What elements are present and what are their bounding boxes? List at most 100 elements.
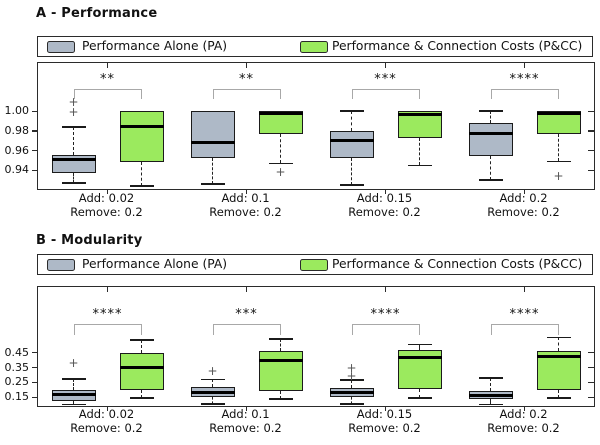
significance-stars: ** — [239, 72, 254, 87]
y-tick-label: 0.25 — [4, 375, 30, 389]
x-tick — [245, 406, 248, 411]
x-axis-labels: Add: 0.02 Remove: 0.2 Add: 0.1 Remove: 0.2 A… — [37, 407, 593, 435]
pcc-legend-label: Performance & Connection Costs (P&CC) — [332, 39, 583, 53]
outlier-marker: + — [553, 169, 564, 184]
y-tick — [588, 381, 594, 383]
significance-bracket — [351, 324, 420, 335]
median-line — [190, 391, 235, 395]
x-tick — [245, 287, 248, 292]
significance-bracket — [490, 324, 559, 335]
y-tick — [32, 366, 38, 369]
median-line — [329, 391, 374, 395]
upper-whisker — [350, 111, 352, 131]
median-line — [258, 358, 303, 362]
x-tick — [523, 287, 526, 292]
upper-whisker — [350, 379, 352, 389]
lower-whisker — [279, 133, 281, 164]
lower-whisker-cap — [407, 164, 432, 167]
boxplot-box-pcc — [119, 352, 164, 390]
median-line — [329, 139, 374, 143]
lower-whisker — [140, 162, 142, 187]
outlier-marker: + — [68, 356, 79, 371]
lower-whisker-cap — [129, 396, 154, 399]
x-group-label: Add: 0.15 Remove: 0.2 — [315, 191, 454, 219]
x-label-line1: Add: 0.1 — [221, 407, 270, 421]
x-label-line2: Remove: 0.2 — [348, 205, 421, 219]
x-tick — [384, 287, 387, 292]
y-tick — [32, 381, 38, 383]
median-line — [119, 125, 164, 129]
y-tick — [32, 169, 38, 171]
x-tick — [106, 406, 109, 411]
upper-whisker — [72, 126, 74, 155]
y-tick-label: 0.35 — [4, 360, 30, 374]
x-label-line1: Add: 0.1 — [221, 191, 270, 205]
significance-bracket — [212, 89, 281, 99]
y-tick-label: 0.15 — [4, 390, 30, 404]
lower-whisker-cap — [478, 179, 503, 181]
lower-whisker-cap — [339, 402, 364, 405]
lower-whisker-cap — [339, 184, 364, 186]
x-label-line1: Add: 0.15 — [356, 407, 413, 421]
x-tick — [384, 63, 387, 68]
y-tick-label: 0.98 — [4, 123, 30, 137]
median-line — [51, 392, 96, 396]
significance-bracket — [73, 89, 142, 99]
median-line — [190, 141, 235, 145]
lower-whisker — [279, 390, 281, 400]
x-tick — [245, 189, 248, 194]
x-tick — [106, 189, 109, 194]
x-group-label: Add: 0.02 Remove: 0.2 — [37, 407, 176, 435]
median-line — [258, 111, 303, 115]
significance-bracket — [73, 324, 142, 335]
x-group-label: Add: 0.15 Remove: 0.2 — [315, 407, 454, 435]
y-tick — [32, 150, 38, 152]
outlier-marker: + — [275, 165, 286, 180]
outlier-marker: + — [346, 369, 357, 384]
significance-bracket — [351, 89, 420, 99]
plot-area-modularity: 0.45 0.35 0.25 0.15 + **** + *** + + **** **** — [5, 286, 595, 411]
x-tick — [106, 63, 109, 68]
x-tick — [523, 189, 526, 194]
median-line — [119, 366, 164, 370]
upper-whisker — [279, 339, 281, 351]
pcc-legend-label: Performance & Connection Costs (P&CC) — [332, 257, 583, 271]
plot-area-performance: 1.00 0.98 0.96 0.94 + + ** + ** *** + **** — [5, 62, 595, 194]
lower-whisker — [489, 399, 491, 405]
lower-whisker — [350, 157, 352, 186]
panel-performance: A - Performance Performance Alone (PA) P… — [5, 6, 595, 219]
pa-legend-label: Performance Alone (PA) — [82, 39, 228, 53]
y-tick — [588, 110, 594, 112]
pcc-legend-swatch — [300, 259, 328, 271]
significance-stars: *** — [235, 307, 258, 322]
x-label-line2: Remove: 0.2 — [70, 205, 143, 219]
boxplot-box-pcc — [258, 350, 303, 391]
median-line — [397, 112, 442, 116]
y-tick-label: 1.00 — [4, 104, 30, 118]
upper-whisker-cap — [268, 338, 293, 340]
y-tick-label: 0.45 — [4, 345, 30, 359]
upper-whisker — [72, 378, 74, 390]
boxplot-box-pcc — [119, 111, 164, 163]
y-tick-label: 0.96 — [4, 143, 30, 157]
outlier-marker: + — [346, 361, 357, 376]
lower-whisker — [557, 390, 559, 398]
significance-stars: *** — [374, 72, 397, 87]
x-tick — [523, 406, 526, 411]
median-line — [536, 111, 581, 115]
lower-whisker-cap — [200, 183, 225, 185]
legend: Performance Alone (PA) Performance & Con… — [37, 36, 593, 57]
lower-whisker — [489, 155, 491, 181]
upper-whisker-cap — [407, 343, 432, 346]
x-label-line1: Add: 0.15 — [356, 191, 413, 205]
lower-whisker-cap — [129, 185, 154, 187]
boxplot-box-pa — [190, 111, 235, 158]
x-label-line2: Remove: 0.2 — [348, 421, 421, 435]
upper-whisker-cap — [200, 378, 225, 381]
upper-whisker-cap — [478, 110, 503, 113]
upper-whisker — [557, 337, 559, 351]
median-line — [536, 354, 581, 358]
upper-whisker-cap — [61, 378, 86, 380]
x-group-label: Add: 0.2 Remove: 0.2 — [454, 191, 593, 219]
x-tick — [523, 63, 526, 68]
